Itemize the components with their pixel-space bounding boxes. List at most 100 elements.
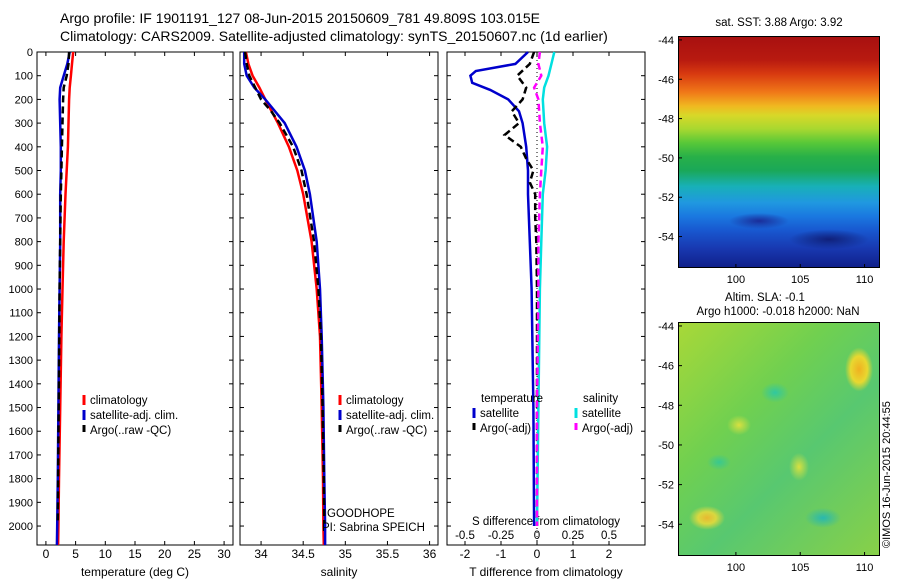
x-tick-label: -2 bbox=[460, 547, 471, 561]
legend-label: Argo(..raw -QC) bbox=[90, 425, 171, 437]
plot-frame bbox=[239, 51, 439, 546]
sst-map-axes: -44 -46 -48 -50 -52 -54 100 105 110 sat. SST: 3.8… bbox=[658, 17, 873, 286]
y-tick-label: -52 bbox=[658, 480, 674, 492]
legend-label: satellite bbox=[582, 408, 621, 420]
y-tick-label: 500 bbox=[15, 166, 33, 178]
legend-label: Argo(-adj) bbox=[480, 423, 531, 435]
legend-label: satellite-adj. clim. bbox=[90, 410, 178, 422]
y-tick-label: -52 bbox=[658, 192, 674, 204]
legend-header: temperature bbox=[481, 393, 543, 405]
y-tick-label: 1400 bbox=[9, 379, 33, 391]
y-tick-label: -54 bbox=[658, 232, 674, 244]
y-tick-label: -50 bbox=[658, 440, 674, 452]
legend-label: satellite bbox=[480, 408, 519, 420]
sla-heatmap bbox=[678, 322, 880, 556]
y-tick-label: 0 bbox=[27, 47, 33, 59]
y-tick-label: -44 bbox=[658, 321, 674, 333]
x-tick-label: 15 bbox=[128, 547, 142, 561]
y-tick-label: -46 bbox=[658, 74, 674, 86]
x-tick-label: 100 bbox=[727, 274, 745, 286]
y-tick-label: 700 bbox=[15, 213, 33, 225]
plot-frame bbox=[36, 51, 234, 546]
y-tick-label: 1700 bbox=[9, 450, 33, 462]
series-line bbox=[243, 51, 326, 524]
x-tick-label-salinity: -0.25 bbox=[488, 530, 514, 542]
y-tick-label: 800 bbox=[15, 237, 33, 249]
x-tick-label: 35.5 bbox=[376, 547, 400, 561]
x-axis-label: temperature (deg C) bbox=[81, 565, 189, 579]
sla-subtitle: Argo h1000: -0.018 h2000: NaN bbox=[696, 306, 859, 318]
series-line bbox=[502, 51, 539, 526]
x-tick-label: 30 bbox=[217, 547, 231, 561]
x-tick-label: 110 bbox=[856, 274, 874, 286]
x-tick-label: 2 bbox=[606, 547, 613, 561]
x-tick-label: 0 bbox=[534, 547, 541, 561]
imos-timestamp: ©IMOS 16-Jun-2015 20:44:55 bbox=[881, 401, 893, 548]
y-tick-label: 1000 bbox=[9, 284, 33, 296]
x-tick-label-salinity: 0.5 bbox=[601, 530, 617, 542]
series-line bbox=[535, 51, 556, 527]
x-tick-label: 105 bbox=[791, 274, 809, 286]
y-tick-label: -48 bbox=[658, 114, 674, 126]
project-annotation: GOODHOPE bbox=[327, 508, 395, 520]
legend-label: climatology bbox=[346, 395, 404, 407]
x-tick-label: 34 bbox=[254, 547, 268, 561]
y-tick-label: 1900 bbox=[9, 497, 33, 509]
sst-heatmap bbox=[678, 36, 880, 268]
x-tick-label: 34.5 bbox=[292, 547, 316, 561]
y-tick-label: -44 bbox=[658, 35, 674, 47]
y-tick-label: -54 bbox=[658, 519, 674, 531]
x-tick-label: 35 bbox=[339, 547, 353, 561]
plot-frame bbox=[446, 51, 646, 546]
legend-label: climatology bbox=[90, 395, 148, 407]
header-line-2: Climatology: CARS2009. Satellite-adjuste… bbox=[60, 28, 608, 44]
legend-label: Argo(..raw -QC) bbox=[346, 425, 427, 437]
y-tick-label: 2000 bbox=[9, 521, 33, 533]
x-axis-label: salinity bbox=[321, 565, 358, 579]
x-tick-label: 20 bbox=[158, 547, 172, 561]
y-tick-label: 400 bbox=[15, 142, 33, 154]
y-tick-label: 1500 bbox=[9, 403, 33, 415]
y-tick-label: 300 bbox=[15, 118, 33, 130]
y-tick-label: 200 bbox=[15, 94, 33, 106]
y-tick-label: 1100 bbox=[9, 308, 33, 320]
x-tick-label: 100 bbox=[727, 562, 745, 574]
sla-title: Altim. SLA: -0.1 bbox=[725, 292, 805, 304]
x-tick-label: 25 bbox=[188, 547, 202, 561]
x-tick-label: 36 bbox=[423, 547, 437, 561]
y-tick-label: 1300 bbox=[9, 355, 33, 367]
x-axis-label: T difference from climatology bbox=[469, 565, 623, 579]
sla-map-axes: -44 -46 -48 -50 -52 -54 100 105 110 Altim. SLA: -… bbox=[658, 292, 873, 574]
y-tick-label: -46 bbox=[658, 361, 674, 373]
y-tick-label: -48 bbox=[658, 400, 674, 412]
legend-label: satellite-adj. clim. bbox=[346, 410, 434, 422]
x-tick-label: 0 bbox=[43, 547, 50, 561]
legend-label: Argo(-adj) bbox=[582, 423, 633, 435]
series-line bbox=[56, 51, 71, 524]
header-line-1: Argo profile: IF 1901191_127 08-Jun-2015… bbox=[60, 10, 541, 26]
series-line bbox=[242, 52, 327, 545]
y-tick-label: 1800 bbox=[9, 474, 33, 486]
x-axis-label-top: S difference from climatology bbox=[472, 516, 620, 528]
legend-header: salinity bbox=[583, 393, 618, 405]
x-tick-label: 105 bbox=[791, 562, 809, 574]
pi-annotation: PI: Sabrina SPEICH bbox=[322, 522, 425, 534]
sst-title: sat. SST: 3.88 Argo: 3.92 bbox=[715, 17, 842, 29]
series-line bbox=[532, 51, 545, 526]
x-tick-label: 5 bbox=[72, 547, 79, 561]
x-tick-label: 1 bbox=[570, 547, 577, 561]
x-tick-label: 10 bbox=[99, 547, 113, 561]
y-tick-label: 1600 bbox=[9, 426, 33, 438]
y-tick-label: 1200 bbox=[9, 331, 33, 343]
temperature-panel: 0100200300400500600700800900100011001200… bbox=[9, 47, 234, 579]
x-tick-label: -1 bbox=[496, 547, 507, 561]
y-tick-label: 900 bbox=[15, 260, 33, 272]
y-tick-label: 100 bbox=[15, 71, 33, 83]
x-tick-label-salinity: -0.5 bbox=[455, 530, 475, 542]
x-tick-label-salinity: 0.25 bbox=[562, 530, 584, 542]
x-tick-label: 110 bbox=[856, 562, 874, 574]
y-tick-label: 600 bbox=[15, 189, 33, 201]
y-tick-label: -50 bbox=[658, 153, 674, 165]
